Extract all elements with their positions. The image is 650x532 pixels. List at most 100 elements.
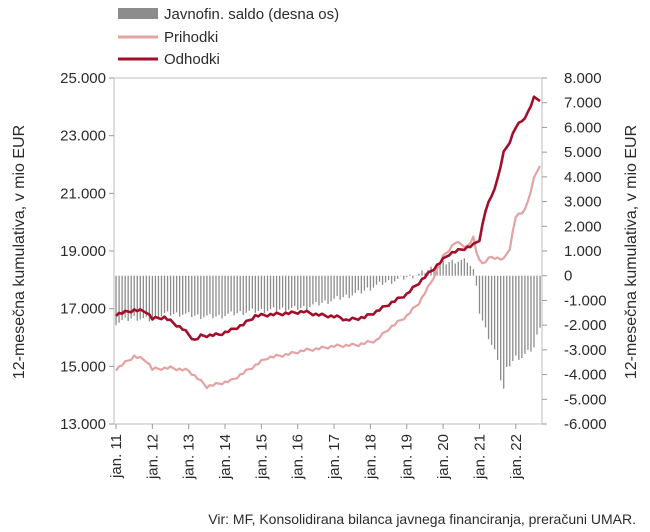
saldo-bar	[139, 275, 141, 320]
right-tick-label: -5.000	[564, 391, 607, 408]
saldo-bar	[215, 275, 217, 317]
x-tick-label: jan. 11	[108, 434, 125, 479]
saldo-bar	[394, 275, 396, 282]
saldo-bar	[384, 275, 387, 283]
saldo-bar	[148, 275, 151, 322]
right-axis-ticks: -6.000 -5.000 -4.000 -3.000 -2.000 -1.000 0 1.0…	[542, 70, 607, 433]
saldo-bar	[442, 260, 444, 276]
saldo-bar	[369, 275, 372, 291]
saldo-bar	[248, 275, 250, 311]
x-tick-label: jan. 17	[326, 434, 343, 480]
saldo-bar	[533, 275, 535, 348]
left-tick-label: 17.000	[60, 301, 106, 318]
saldo-bar	[221, 275, 223, 319]
right-tick-label: -3.000	[564, 342, 607, 359]
saldo-bar	[145, 275, 147, 317]
saldo-bar	[339, 275, 341, 300]
saldo-bar	[172, 275, 175, 315]
saldo-bar	[321, 275, 323, 303]
saldo-bar	[297, 275, 299, 310]
saldo-bar	[251, 275, 253, 309]
saldo-bar	[254, 275, 257, 313]
saldo-bar	[218, 275, 220, 315]
saldo-bar	[487, 275, 490, 340]
saldo-bar	[387, 275, 390, 281]
saldo-bar	[460, 260, 462, 276]
saldo-bar	[239, 275, 241, 312]
saldo-bar	[357, 275, 359, 291]
saldo-bar	[236, 275, 238, 314]
saldo-bar	[409, 274, 411, 276]
right-tick-label: -1.000	[564, 292, 607, 309]
saldo-bar	[309, 275, 311, 308]
saldo-bar	[260, 275, 263, 309]
saldo-bar	[512, 275, 514, 361]
saldo-bar	[472, 269, 475, 276]
saldo-bar	[403, 275, 405, 280]
saldo-bar	[224, 275, 226, 317]
saldo-bar	[300, 275, 302, 309]
saldo-bar	[351, 275, 353, 296]
saldo-bar	[272, 275, 275, 308]
saldo-bar	[524, 275, 526, 354]
left-tick-label: 19.000	[60, 243, 106, 260]
saldo-bar	[493, 275, 496, 350]
saldo-bar	[166, 275, 169, 312]
saldo-bar	[127, 275, 129, 322]
saldo-bar	[333, 275, 335, 299]
saldo-bar	[285, 275, 287, 312]
saldo-bar	[412, 275, 414, 279]
saldo-bar	[506, 275, 508, 368]
saldo-bar	[366, 275, 369, 288]
saldo-bar	[154, 275, 157, 317]
saldo-bar	[336, 275, 338, 297]
right-tick-label: 4.000	[564, 169, 602, 186]
right-tick-label: 0	[564, 268, 572, 285]
saldo-bar	[363, 275, 366, 291]
right-tick-label: 1.000	[564, 243, 602, 260]
saldo-bar	[245, 275, 247, 313]
right-tick-label: 2.000	[564, 218, 602, 235]
saldo-bar	[391, 275, 393, 284]
saldo-bar	[227, 275, 229, 314]
saldo-bar	[451, 259, 453, 276]
x-tick-label: jan. 22	[508, 434, 525, 480]
right-tick-label: -2.000	[564, 317, 607, 334]
saldo-bar	[375, 275, 378, 285]
saldo-bar	[206, 275, 208, 316]
saldo-bar	[315, 275, 317, 302]
saldo-bar	[503, 275, 505, 389]
saldo-bar	[509, 275, 511, 367]
saldo-bar	[242, 275, 244, 315]
saldo-bar	[257, 275, 260, 311]
legend-label-prihodki: Prihodki	[164, 29, 218, 46]
series-line-prihodki	[115, 165, 541, 390]
saldo-bar	[418, 273, 420, 276]
source-note: Vir: MF, Konsolidirana bilanca javnega f…	[208, 511, 636, 527]
x-tick-label: jan. 19	[399, 434, 416, 480]
saldo-bar	[445, 264, 447, 276]
saldo-bar	[372, 275, 375, 288]
saldo-bar	[342, 275, 344, 298]
saldo-bar	[518, 275, 520, 360]
saldo-bar	[397, 275, 399, 279]
left-axis-title: 12-mesečna kumulativa, v mio EUR	[11, 125, 28, 379]
saldo-bar	[179, 275, 181, 317]
saldo-bar	[142, 275, 144, 319]
saldo-bar	[157, 275, 160, 320]
legend: Javnofin. saldo (desna os) Prihodki Odho…	[118, 6, 339, 68]
saldo-bar	[288, 275, 290, 310]
saldo-bar	[233, 275, 235, 316]
saldo-bar	[348, 275, 350, 299]
saldo-bar	[203, 275, 205, 318]
saldo-bar	[345, 275, 347, 295]
saldo-bar	[515, 275, 517, 356]
saldo-bar	[406, 275, 408, 277]
saldo-bar	[121, 275, 123, 321]
saldo-bar	[269, 275, 272, 310]
saldo-bar	[378, 275, 381, 282]
saldo-bar	[130, 275, 132, 319]
x-tick-label: jan. 18	[362, 434, 379, 480]
right-tick-label: -6.000	[564, 416, 607, 433]
